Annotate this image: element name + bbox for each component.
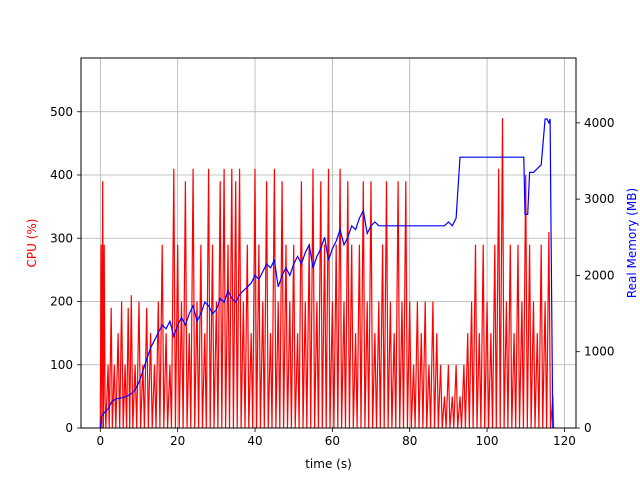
x-tick-label: 0	[97, 434, 105, 448]
right-axis-ticks: 0 1000 2000 3000 4000	[576, 116, 615, 435]
right-tick-label: 1000	[584, 345, 615, 359]
left-tick-label: 100	[50, 358, 73, 372]
left-tick-label: 300	[50, 231, 73, 245]
right-tick-label: 0	[584, 421, 592, 435]
x-axis-ticks: 0 20 40 60 80 100 120	[97, 428, 576, 448]
left-tick-label: 400	[50, 168, 73, 182]
x-axis-label: time (s)	[305, 457, 352, 471]
x-tick-label: 100	[476, 434, 499, 448]
left-tick-label: 0	[65, 421, 73, 435]
x-tick-label: 20	[170, 434, 185, 448]
plot-frame	[80, 57, 577, 429]
x-tick-label: 60	[325, 434, 340, 448]
cpu-series	[99, 118, 555, 429]
right-tick-label: 4000	[584, 116, 615, 130]
right-tick-label: 3000	[584, 192, 615, 206]
left-tick-label: 200	[50, 295, 73, 309]
left-tick-label: 500	[50, 105, 73, 119]
left-axis-label: CPU (%)	[25, 219, 39, 268]
memory-line	[99, 118, 554, 429]
right-tick-label: 2000	[584, 268, 615, 282]
right-axis-label: Real Memory (MB)	[625, 188, 639, 298]
memory-series	[99, 118, 554, 429]
cpu-line	[99, 118, 555, 429]
left-axis-ticks: 0 100 200 300 400 500	[50, 105, 81, 435]
x-tick-label: 120	[553, 434, 576, 448]
x-tick-label: 40	[247, 434, 262, 448]
x-tick-label: 80	[402, 434, 417, 448]
